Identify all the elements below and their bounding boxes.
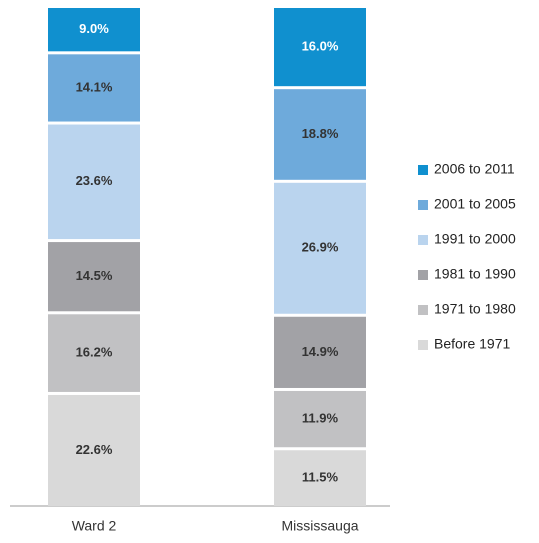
legend-swatch <box>418 270 428 280</box>
legend-swatch <box>418 165 428 175</box>
value-label: 11.9% <box>302 411 339 426</box>
bar-segment <box>274 182 366 314</box>
value-label: 14.5% <box>76 268 113 283</box>
legend-label: 2006 to 2011 <box>434 161 515 177</box>
legend-swatch <box>418 200 428 210</box>
value-label: 9.0% <box>79 21 109 36</box>
value-label: 18.8% <box>302 126 339 141</box>
legend-label: 1991 to 2000 <box>434 231 516 247</box>
legend-swatch <box>418 340 428 350</box>
value-label: 14.9% <box>302 344 339 359</box>
legend-swatch <box>418 305 428 315</box>
bar-segment <box>274 316 366 388</box>
value-label: 26.9% <box>302 240 339 255</box>
bar-segment <box>48 54 140 122</box>
x-tick-label: Ward 2 <box>72 518 117 534</box>
legend-label: Before 1971 <box>434 336 510 352</box>
bar-segment <box>48 242 140 312</box>
value-label: 16.2% <box>76 345 113 360</box>
bar-segment <box>274 390 366 448</box>
bar-segment <box>274 450 366 506</box>
bar-segment <box>48 314 140 392</box>
value-label: 11.5% <box>302 470 339 485</box>
legend-label: 1981 to 1990 <box>434 266 516 282</box>
value-label: 22.6% <box>76 442 113 457</box>
legend-swatch <box>418 235 428 245</box>
value-label: 16.0% <box>302 39 339 54</box>
legend-label: 1971 to 1980 <box>434 301 516 317</box>
value-label: 14.1% <box>76 79 113 94</box>
bar-segment <box>48 124 140 240</box>
bar-segment <box>274 89 366 180</box>
legend-label: 2001 to 2005 <box>434 196 516 212</box>
bar-segment <box>48 8 140 52</box>
x-tick-label: Mississauga <box>281 518 358 534</box>
value-label: 23.6% <box>76 173 113 188</box>
bar-segment <box>48 394 140 506</box>
bar-segment <box>274 8 366 87</box>
